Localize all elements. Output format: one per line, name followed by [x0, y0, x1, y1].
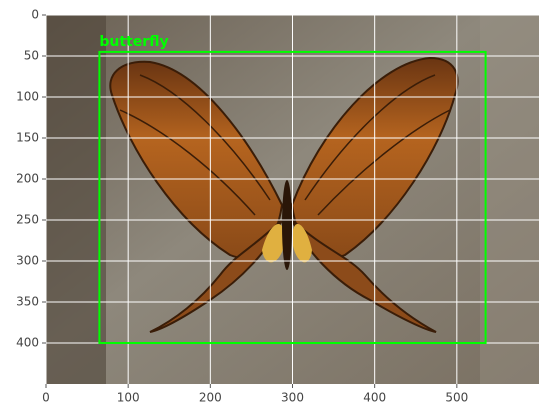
x-tick-label: 300	[281, 391, 304, 405]
x-tick-label: 400	[363, 391, 386, 405]
y-tick-label: 250	[16, 213, 39, 227]
x-tick-label: 100	[117, 391, 140, 405]
box-label: butterfly	[99, 34, 168, 50]
y-tick-label: 200	[16, 172, 39, 186]
bounding-box	[98, 50, 487, 345]
y-tick-label: 150	[16, 131, 39, 145]
y-tick-label: 300	[16, 254, 39, 268]
x-tick-label: 0	[42, 391, 50, 405]
y-tick-label: 400	[16, 336, 39, 350]
y-tick-label: 100	[16, 90, 39, 104]
y-tick-label: 50	[24, 49, 39, 63]
y-tick-label: 350	[16, 295, 39, 309]
x-tick-label: 500	[445, 391, 468, 405]
x-tick-label: 200	[199, 391, 222, 405]
y-tick-label: 0	[31, 8, 39, 22]
